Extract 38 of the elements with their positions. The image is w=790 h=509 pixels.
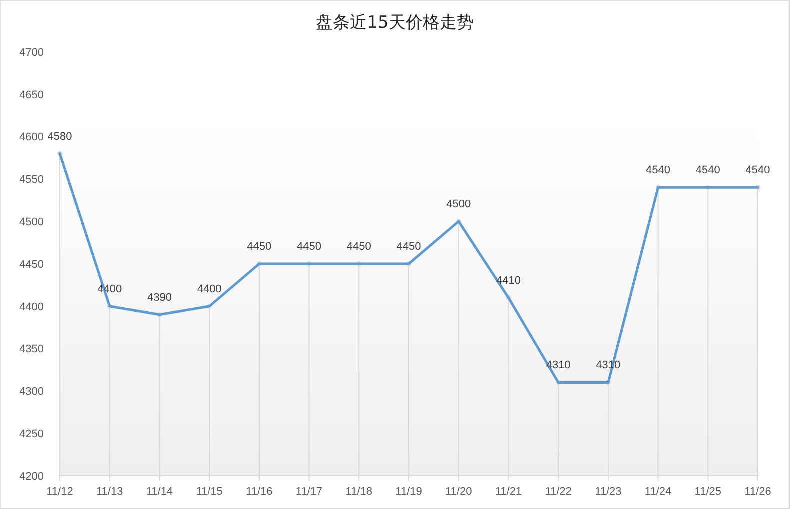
x-tick-label: 11/13 [96,486,124,498]
data-label: 4500 [446,198,472,211]
x-tick-label: 11/16 [246,486,273,498]
y-tick-label: 4200 [20,470,44,483]
x-tick-label: 11/14 [146,486,174,498]
x-tick-label: 11/18 [346,486,372,498]
y-tick-label: 4450 [20,258,44,271]
data-label: 4580 [48,130,72,143]
y-tick-label: 4300 [20,386,44,398]
x-tick-label: 11/24 [644,486,672,498]
y-tick-label: 4350 [20,344,44,356]
x-tick-label: 11/25 [694,486,722,498]
x-tick-label: 11/26 [744,486,772,498]
x-tick-label: 11/17 [296,486,323,498]
chart-title: 盘条近15天价格走势 [316,13,474,33]
y-tick-label: 4600 [20,132,44,144]
x-tick-label: 11/12 [46,486,74,498]
y-tick-label: 4500 [20,216,44,228]
y-tick-label: 4550 [20,174,44,186]
data-label: 4390 [147,292,172,304]
x-tick-label: 11/22 [545,486,572,498]
data-label: 4450 [346,241,372,253]
data-label: 4540 [746,164,770,177]
y-tick-label: 4650 [20,89,44,102]
data-label: 4540 [646,164,671,177]
data-label: 4450 [247,241,272,253]
x-tick-label: 11/19 [396,486,422,498]
data-label: 4450 [297,241,322,253]
x-tick-label: 11/21 [495,486,522,498]
y-tick-label: 4400 [20,301,44,314]
y-tick-label: 4700 [20,46,44,59]
data-label: 4540 [696,164,720,177]
data-label: 4400 [197,283,222,296]
x-tick-label: 11/20 [446,486,472,498]
x-tick-label: 11/15 [196,486,223,498]
x-tick-label: 11/23 [595,486,622,498]
y-tick-label: 4250 [20,428,44,440]
data-label: 4450 [396,241,422,253]
